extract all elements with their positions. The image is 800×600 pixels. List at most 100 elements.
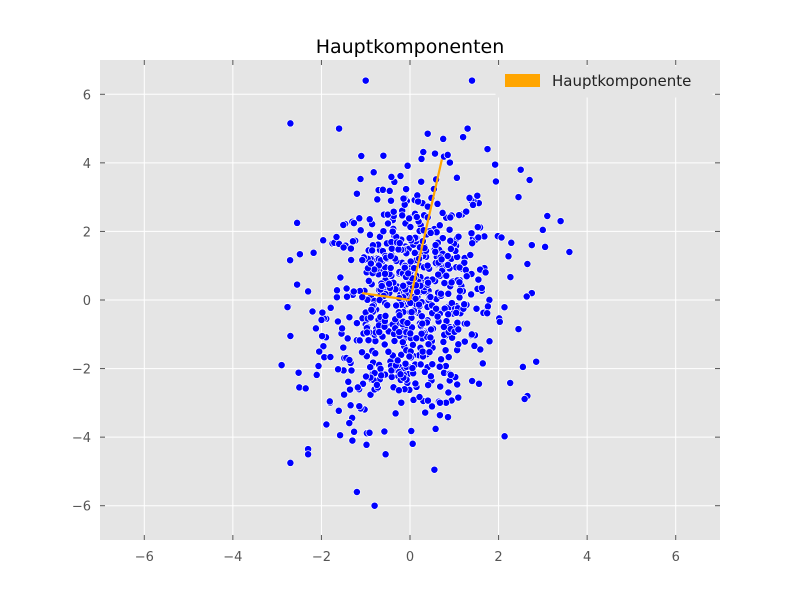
- scatter-point: [500, 303, 509, 312]
- scatter-point: [394, 245, 403, 254]
- scatter-point: [340, 390, 349, 399]
- scatter-point: [375, 328, 384, 337]
- scatter-point: [436, 382, 445, 391]
- scatter-point: [352, 189, 361, 198]
- scatter-point: [431, 247, 440, 256]
- scatter-point: [466, 251, 475, 259]
- scatter-point: [343, 292, 351, 301]
- scatter-point: [463, 124, 472, 133]
- scatter-point: [348, 436, 357, 445]
- scatter-point: [444, 310, 453, 319]
- scatter-point: [415, 300, 423, 309]
- scatter-point: [414, 197, 423, 206]
- scatter-point: [426, 372, 435, 381]
- scatter-point: [318, 332, 327, 341]
- scatter-point: [352, 319, 361, 328]
- scatter-point: [412, 213, 421, 221]
- scatter-point: [506, 379, 515, 387]
- scatter-point: [371, 349, 380, 358]
- scatter-point: [394, 386, 403, 395]
- scatter-point: [477, 284, 486, 292]
- scatter-point: [339, 243, 348, 252]
- scatter-point: [368, 246, 377, 255]
- scatter-point: [397, 350, 406, 359]
- principal-component-line: [362, 292, 411, 302]
- scatter-point: [371, 337, 380, 346]
- scatter-point: [406, 223, 415, 231]
- scatter-point: [336, 273, 345, 282]
- scatter-point: [385, 279, 394, 288]
- x-tick-label: 4: [583, 550, 591, 565]
- scatter-point: [343, 334, 352, 343]
- scatter-point: [286, 119, 295, 128]
- scatter-point: [402, 185, 411, 194]
- scatter-point: [381, 311, 390, 320]
- scatter-point: [446, 244, 455, 253]
- x-tick-label: 6: [672, 550, 680, 565]
- scatter-point: [380, 340, 389, 349]
- scatter-point: [444, 289, 453, 298]
- scatter-point: [445, 158, 454, 167]
- x-tick-label: −2: [312, 550, 331, 565]
- scatter-point: [442, 271, 451, 280]
- scatter-point: [476, 345, 485, 354]
- scatter-point: [309, 248, 318, 257]
- scatter-point: [522, 292, 531, 301]
- scatter-point: [475, 379, 483, 388]
- scatter-point: [322, 420, 331, 429]
- scatter-point: [434, 270, 443, 279]
- scatter-point: [506, 273, 515, 282]
- scatter-point: [462, 207, 471, 216]
- scatter-point: [465, 193, 474, 202]
- scatter-point: [347, 366, 356, 375]
- scatter-point: [311, 324, 320, 333]
- scatter-point: [473, 191, 482, 200]
- scatter-point: [446, 236, 455, 245]
- scatter-point: [342, 284, 351, 293]
- scatter-point: [385, 186, 394, 195]
- scatter-point: [379, 227, 388, 236]
- scatter-point: [406, 329, 415, 338]
- scatter-point: [430, 465, 439, 474]
- scatter-point: [318, 308, 327, 317]
- scatter-point: [410, 248, 419, 257]
- scatter-point: [423, 261, 432, 270]
- scatter-point: [497, 233, 506, 242]
- scatter-point: [304, 450, 313, 459]
- scatter-point: [460, 337, 469, 346]
- scatter-point: [333, 286, 341, 295]
- scatter-point: [373, 195, 382, 204]
- scatter-point: [427, 325, 435, 334]
- scatter-point: [514, 193, 523, 202]
- scatter-point: [468, 239, 477, 248]
- scatter-point: [315, 347, 324, 356]
- plot-area: −6 −4 −2 0 2 4 6 −6 −4 −2 0 2 4 6: [72, 60, 720, 565]
- scatter-point: [372, 380, 381, 389]
- scatter-point: [421, 408, 430, 417]
- scatter-point: [437, 255, 446, 264]
- scatter-point: [384, 347, 393, 356]
- scatter-point: [444, 388, 453, 397]
- scatter-point: [344, 377, 353, 386]
- y-tick-label: −2: [72, 363, 91, 378]
- scatter-point: [293, 280, 302, 289]
- scatter-point: [386, 252, 395, 261]
- scatter-point: [378, 185, 387, 194]
- scatter-point: [367, 305, 376, 314]
- scatter-point: [438, 208, 447, 217]
- scatter-point: [403, 161, 412, 170]
- scatter-point: [346, 244, 355, 253]
- scatter-point: [339, 221, 348, 229]
- scatter-point: [424, 278, 433, 287]
- scatter-point: [387, 196, 395, 205]
- scatter-point: [375, 232, 384, 241]
- scatter-point: [332, 293, 341, 302]
- scatter-point: [443, 150, 452, 159]
- scatter-point: [286, 332, 295, 340]
- scatter-point: [474, 233, 483, 242]
- scatter-point: [358, 348, 366, 357]
- scatter-point: [408, 340, 417, 349]
- scatter-point: [426, 293, 435, 301]
- scatter-point: [439, 337, 448, 346]
